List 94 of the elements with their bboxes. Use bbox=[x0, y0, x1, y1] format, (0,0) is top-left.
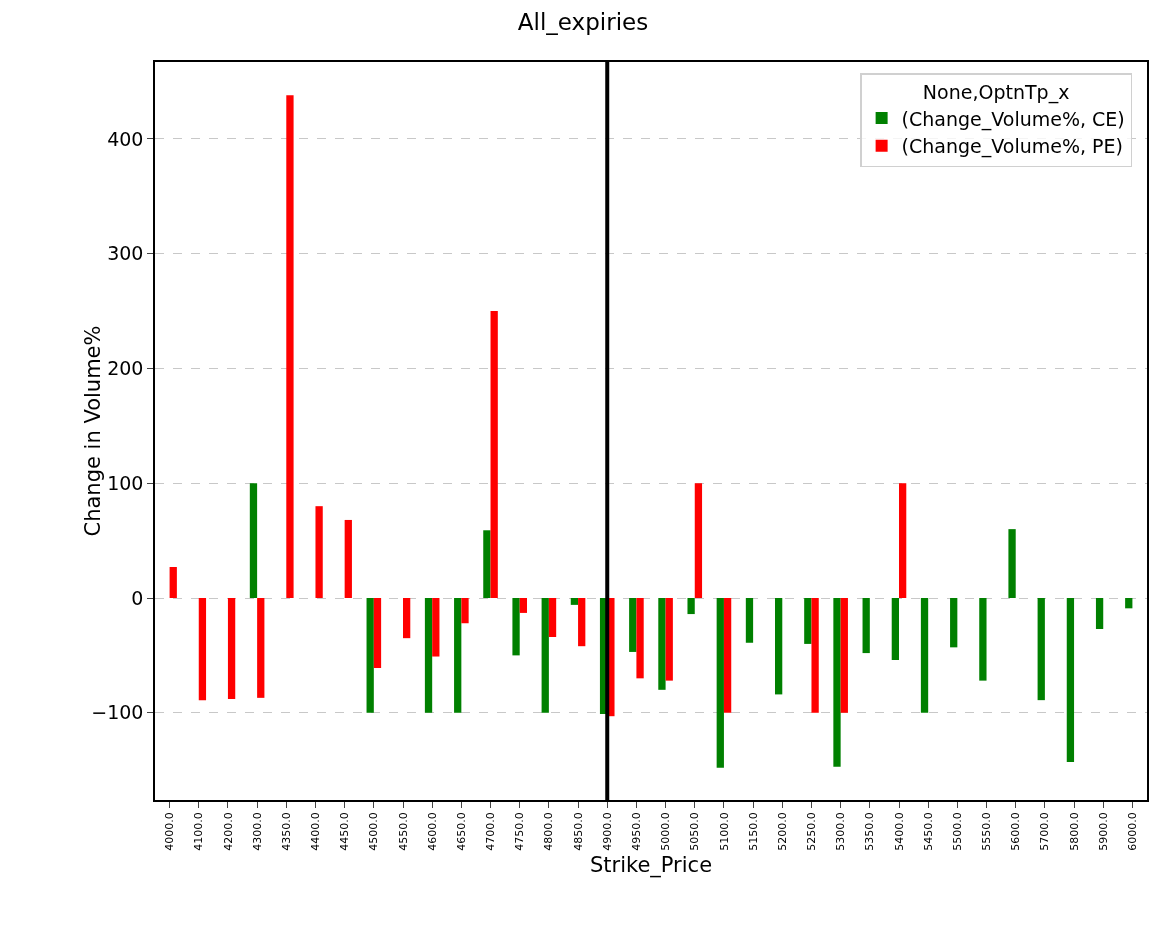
bar bbox=[716, 598, 724, 768]
x-tick-label: 4550.0 bbox=[396, 812, 410, 851]
y-tick-label: 300 bbox=[107, 242, 144, 265]
bar bbox=[286, 95, 294, 598]
y-tick-label: 100 bbox=[107, 471, 144, 494]
bar bbox=[461, 598, 469, 624]
x-tick-label: 4900.0 bbox=[600, 812, 614, 851]
bar bbox=[227, 598, 236, 699]
bar bbox=[432, 598, 440, 657]
x-tick-label: 4000.0 bbox=[163, 812, 177, 851]
bar bbox=[687, 598, 695, 615]
bar bbox=[570, 598, 579, 605]
bar bbox=[920, 598, 929, 713]
bar bbox=[198, 598, 207, 701]
x-tick-label: 4850.0 bbox=[571, 812, 585, 851]
bar bbox=[366, 598, 374, 713]
bar bbox=[723, 598, 732, 713]
bar bbox=[512, 598, 520, 656]
x-tick-label: 4450.0 bbox=[338, 812, 352, 851]
bar bbox=[249, 483, 258, 598]
bar bbox=[257, 598, 265, 698]
bar bbox=[811, 598, 819, 713]
x-tick-label: 5800.0 bbox=[1067, 812, 1081, 851]
legend-label: (Change_Volume%, CE) bbox=[901, 107, 1125, 131]
bar bbox=[1095, 598, 1104, 629]
x-tick-label: 5300.0 bbox=[834, 812, 848, 851]
bar bbox=[694, 483, 703, 598]
x-tick-label: 5150.0 bbox=[746, 812, 760, 851]
chart-title: All_expiries bbox=[517, 9, 649, 36]
bar bbox=[636, 598, 644, 679]
x-tick-label: 5700.0 bbox=[1038, 812, 1052, 851]
bar bbox=[454, 598, 462, 713]
bar bbox=[403, 598, 411, 639]
x-tick-label: 5000.0 bbox=[659, 812, 673, 851]
x-tick-label: 5400.0 bbox=[892, 812, 906, 851]
x-tick-label: 6000.0 bbox=[1125, 812, 1139, 851]
bar bbox=[373, 598, 382, 669]
bar bbox=[519, 598, 527, 613]
x-tick-label: 4100.0 bbox=[192, 812, 206, 851]
x-tick-label: 4800.0 bbox=[542, 812, 556, 851]
bar bbox=[629, 598, 637, 652]
bar bbox=[658, 598, 666, 690]
legend-label: (Change_Volume%, PE) bbox=[901, 135, 1123, 159]
x-tick-label: 5550.0 bbox=[980, 812, 994, 851]
y-tick-label: 400 bbox=[107, 127, 144, 150]
bar bbox=[862, 598, 870, 654]
x-axis-title: Strike_Price bbox=[589, 853, 713, 879]
bar bbox=[1125, 598, 1133, 609]
legend-title: None,OptnTp_x bbox=[922, 81, 1070, 105]
bar bbox=[899, 483, 907, 598]
y-tick-label: −100 bbox=[91, 701, 144, 724]
bar bbox=[344, 519, 352, 598]
y-tick-label: 0 bbox=[131, 586, 144, 609]
x-tick-label: 5450.0 bbox=[921, 812, 935, 851]
bar bbox=[833, 598, 841, 767]
x-tick-label: 5250.0 bbox=[805, 812, 819, 851]
bar bbox=[1066, 598, 1075, 763]
x-tick-label: 4650.0 bbox=[454, 812, 468, 851]
bar bbox=[483, 530, 491, 598]
x-tick-label: 4750.0 bbox=[513, 812, 527, 851]
bar bbox=[1008, 529, 1016, 598]
x-tick-label: 5600.0 bbox=[1009, 812, 1023, 851]
x-tick-label: 4700.0 bbox=[484, 812, 498, 851]
bar bbox=[578, 598, 586, 647]
x-tick-label: 4600.0 bbox=[425, 812, 439, 851]
x-tick-label: 5500.0 bbox=[950, 812, 964, 851]
x-tick-label: 5050.0 bbox=[688, 812, 702, 851]
x-tick-label: 4200.0 bbox=[221, 812, 235, 851]
x-tick-label: 4500.0 bbox=[367, 812, 381, 851]
x-tick-label: 4300.0 bbox=[250, 812, 264, 851]
bar bbox=[979, 598, 987, 681]
x-tick-label: 5100.0 bbox=[717, 812, 731, 851]
bar bbox=[424, 598, 433, 713]
x-tick-label: 4350.0 bbox=[279, 812, 293, 851]
bar bbox=[950, 598, 958, 648]
bar bbox=[490, 311, 498, 598]
y-tick-label: 200 bbox=[107, 357, 144, 380]
bar bbox=[315, 506, 323, 598]
bar bbox=[169, 567, 177, 598]
x-tick-label: 5350.0 bbox=[863, 812, 877, 851]
bar bbox=[665, 598, 673, 681]
bar bbox=[891, 598, 899, 660]
x-tick-label: 5200.0 bbox=[775, 812, 789, 851]
bar bbox=[804, 598, 812, 644]
x-tick-label: 4950.0 bbox=[629, 812, 643, 851]
bar bbox=[775, 598, 783, 695]
bar bbox=[1037, 598, 1045, 701]
x-tick-label: 4400.0 bbox=[309, 812, 323, 851]
bar bbox=[548, 598, 557, 638]
bar bbox=[541, 598, 549, 713]
x-tick-label: 5900.0 bbox=[1096, 812, 1110, 851]
y-axis-title: Change in Volume% bbox=[81, 325, 106, 537]
bar bbox=[745, 598, 754, 643]
bar bbox=[840, 598, 848, 713]
